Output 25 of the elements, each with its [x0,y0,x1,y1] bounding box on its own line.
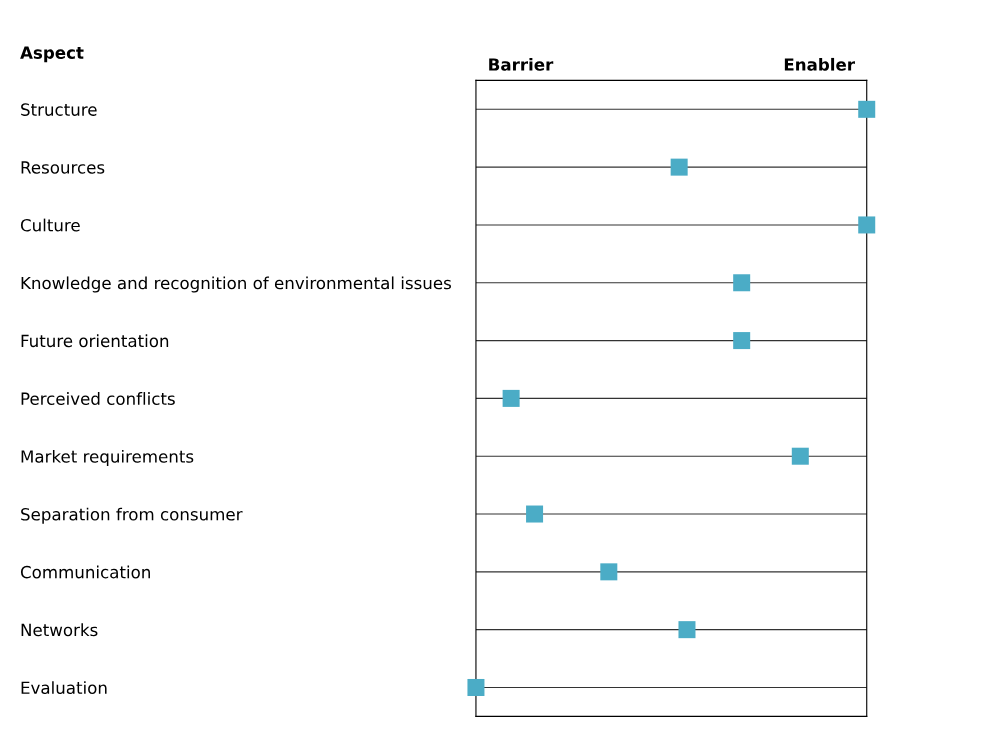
y-axis-title: Aspect [20,46,84,63]
y-tick-label: Communication [20,565,150,579]
point [467,678,485,696]
point [502,389,520,407]
y-tick-label: Structure [21,103,97,116]
y-tick-label: Future orientation [21,334,169,348]
point [791,447,809,465]
text: Barrier [489,57,554,71]
point [858,100,876,118]
y-tick-label: Networks [21,623,98,637]
point [858,216,876,234]
y-tick-label: Culture [20,218,80,232]
point [733,274,751,292]
point [526,505,544,523]
y-tick-label: Knowledge and recognition of environmental issues [21,276,451,293]
y-tick-label: Perceived conflicts [21,392,175,405]
y-tick-label: Separation from consumer [21,507,243,524]
y-tick-label: Resources [21,161,105,174]
y-tick-label: Evaluation [21,681,107,695]
point [600,563,618,581]
y-tick-label: Market requirements [21,449,194,467]
point [670,158,688,176]
point [733,332,751,350]
text: Enabler [784,57,855,71]
point [678,621,696,639]
